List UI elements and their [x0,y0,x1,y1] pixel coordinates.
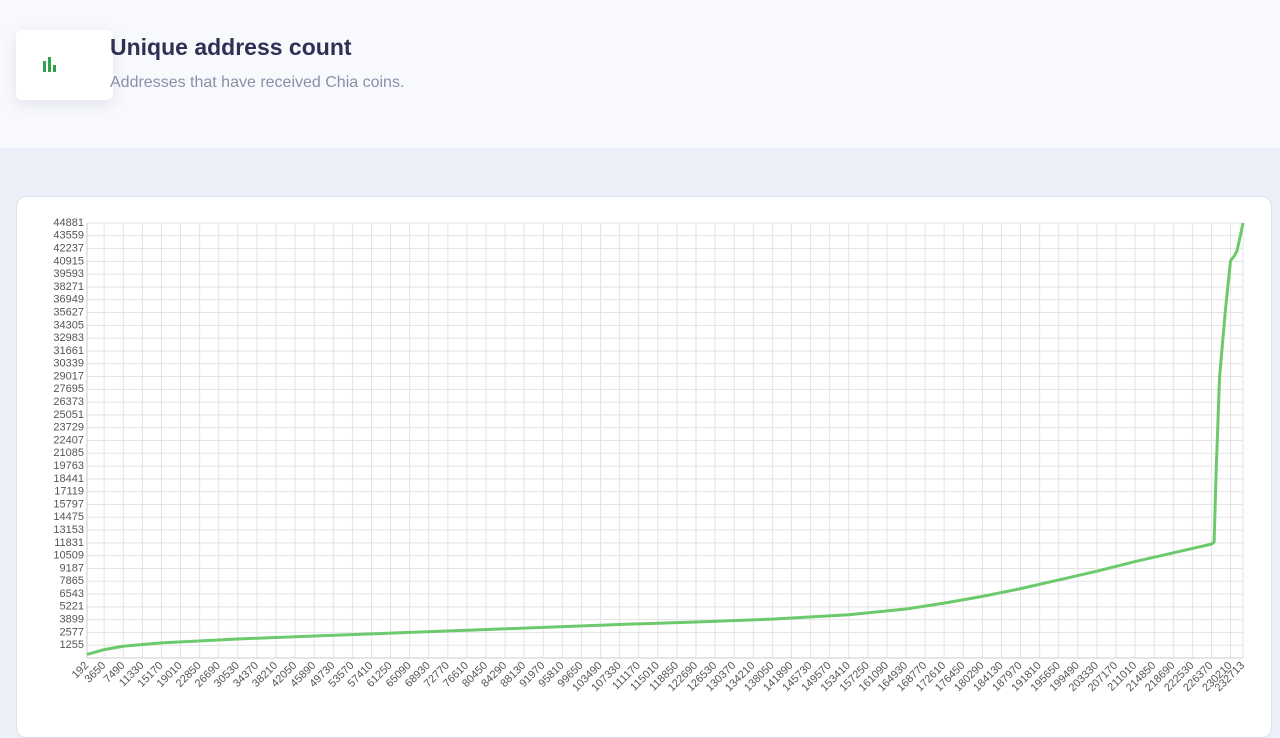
y-tick-label: 34305 [53,319,84,331]
y-tick-label: 25051 [53,409,84,421]
y-tick-label: 21085 [53,447,84,459]
y-tick-label: 32983 [53,332,84,344]
y-tick-label: 44881 [53,217,84,229]
y-tick-label: 29017 [53,370,84,382]
page-title: Unique address count [110,34,352,60]
y-tick-label: 7865 [60,575,84,587]
y-tick-label: 3899 [60,614,84,626]
y-tick-label: 31661 [53,345,84,357]
y-tick-label: 9187 [60,562,84,574]
y-tick-label: 43559 [53,230,84,242]
y-tick-label: 15797 [53,498,84,510]
chart-card [16,196,1272,738]
y-tick-label: 26373 [53,396,84,408]
y-tick-label: 35627 [53,306,84,318]
y-tick-label: 38271 [53,281,84,293]
y-tick-label: 22407 [53,434,84,446]
data-line [86,222,1245,656]
header: Unique address count Addresses that have… [0,0,1280,148]
page-subtitle: Addresses that have received Chia coins. [110,74,405,91]
y-tick-label: 1255 [60,639,84,651]
y-tick-label: 40915 [53,255,84,267]
chart-icon [16,30,113,100]
y-tick-label: 5221 [60,601,84,613]
y-tick-label: 11831 [54,537,84,549]
y-tick-label: 13153 [53,524,84,536]
y-tick-label: 36949 [53,294,84,306]
y-tick-label: 10509 [53,550,84,562]
y-tick-label: 23729 [53,422,84,434]
chart: 1255257738995221654378659187105091183113… [53,217,1247,694]
y-tick-label: 14475 [53,511,84,523]
y-tick-label: 42237 [53,242,84,254]
y-tick-label: 6543 [60,588,84,600]
y-tick-label: 27695 [53,383,84,395]
y-tick-label: 18441 [53,473,84,485]
y-tick-label: 39593 [53,268,84,280]
y-tick-label: 17119 [54,486,84,498]
y-tick-label: 19763 [53,460,84,472]
y-tick-label: 2577 [60,626,84,638]
y-tick-label: 30339 [53,358,84,370]
icon-graphic [43,57,56,72]
